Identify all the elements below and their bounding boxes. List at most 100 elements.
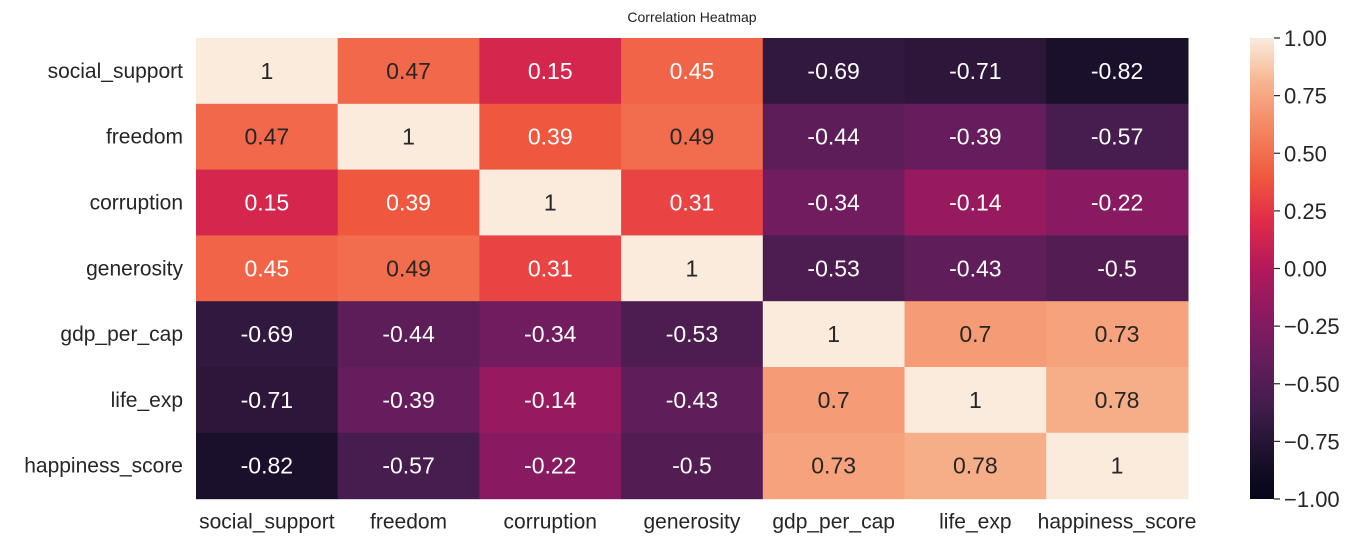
x-tick-label: social_support xyxy=(199,511,335,534)
cell-value-label: 0.7 xyxy=(818,387,850,413)
colorbar-tick-label: 0.50 xyxy=(1284,141,1327,166)
colorbar-tick-label: −1.00 xyxy=(1284,487,1340,512)
cell-value-label: 0.49 xyxy=(386,255,431,281)
cell-value-label: 1 xyxy=(260,58,273,84)
x-tick-label: gdp_per_cap xyxy=(772,511,895,534)
cell-value-label: -0.57 xyxy=(382,453,434,479)
heatmap-cell xyxy=(762,367,906,434)
colorbar-tick-label: −0.25 xyxy=(1284,314,1340,339)
cell-value-label: -0.53 xyxy=(666,321,718,347)
heatmap-cell xyxy=(1046,432,1189,500)
heatmap-cell xyxy=(479,103,622,171)
y-tick-label: life_exp xyxy=(111,389,183,412)
heatmap-cells xyxy=(196,38,1189,500)
cell-value-label: 0.49 xyxy=(670,124,715,150)
heatmap-cell xyxy=(196,103,339,171)
cell-value-label: 1 xyxy=(827,321,840,347)
cell-value-label: 0.15 xyxy=(244,190,289,216)
cell-value-label: -0.34 xyxy=(524,321,577,347)
heatmap-cell xyxy=(196,432,339,500)
heatmap-cell xyxy=(762,235,906,302)
y-tick-label: happiness_score xyxy=(24,455,183,478)
colorbar: 1.00 0.75 0.50 0.25 0.00 −0.25 −0.50 −0.75 −1.00 xyxy=(1250,26,1340,512)
heatmap-cell xyxy=(762,301,906,368)
cell-value-label: 0.73 xyxy=(1095,321,1140,347)
chart-title: Correlation Heatmap xyxy=(627,9,756,25)
heatmap-cell xyxy=(337,103,480,171)
x-tick-label: freedom xyxy=(370,511,447,534)
y-tick-label: social_support xyxy=(48,60,184,83)
cell-value-label: 0.39 xyxy=(386,190,431,216)
heatmap-cell xyxy=(1046,235,1189,302)
colorbar-tick-label: 1.00 xyxy=(1284,26,1327,51)
cell-value-label: 0.45 xyxy=(244,255,289,281)
heatmap-cell xyxy=(337,169,480,236)
y-tick-label: corruption xyxy=(90,192,183,215)
heatmap-cell xyxy=(621,38,764,105)
x-tick-label: generosity xyxy=(644,511,741,534)
heatmap-cell xyxy=(337,301,480,368)
y-tick-label: generosity xyxy=(86,257,183,280)
heatmap-cell xyxy=(479,367,622,434)
heatmap-cell-labels: 1 0.47 0.15 0.45 -0.69 -0.71 -0.82 0.47 1 0.39 0.4… xyxy=(241,58,1144,479)
cell-value-label: 1 xyxy=(402,124,415,150)
colorbar-ticks: 1.00 0.75 0.50 0.25 0.00 −0.25 −0.50 −0.75 −1.00 xyxy=(1274,26,1340,512)
cell-value-label: -0.71 xyxy=(241,387,293,413)
heatmap-cell xyxy=(196,301,339,368)
cell-value-label: 1 xyxy=(686,255,699,281)
cell-value-label: 0.31 xyxy=(528,255,573,281)
heatmap-cell xyxy=(1046,38,1189,105)
cell-value-label: -0.57 xyxy=(1091,124,1143,150)
cell-value-label: -0.44 xyxy=(382,321,435,347)
heatmap-cell xyxy=(337,367,480,434)
cell-value-label: 0.15 xyxy=(528,58,573,84)
cell-value-label: 0.31 xyxy=(670,190,715,216)
heatmap-cell xyxy=(479,235,622,302)
heatmap-cell xyxy=(196,169,339,236)
heatmap-cell xyxy=(904,301,1047,368)
heatmap-cell xyxy=(904,367,1047,434)
x-axis-tick-labels: social_support freedom corruption generosit… xyxy=(199,511,1196,534)
colorbar-tick-label: −0.50 xyxy=(1284,372,1340,397)
cell-value-label: -0.43 xyxy=(666,387,718,413)
cell-value-label: -0.39 xyxy=(949,124,1001,150)
heatmap-cell xyxy=(762,38,906,105)
cell-value-label: 0.39 xyxy=(528,124,573,150)
cell-value-label: -0.44 xyxy=(807,124,860,150)
heatmap-cell xyxy=(196,235,339,302)
colorbar-tick-label: −0.75 xyxy=(1284,429,1340,454)
heatmap-cell xyxy=(479,301,622,368)
cell-value-label: -0.14 xyxy=(949,190,1002,216)
cell-value-label: -0.22 xyxy=(524,453,576,479)
heatmap-cell xyxy=(479,432,622,500)
heatmap-cell xyxy=(762,169,906,236)
heatmap-cell xyxy=(337,432,480,500)
x-tick-label: life_exp xyxy=(939,511,1011,534)
cell-value-label: -0.82 xyxy=(241,453,293,479)
heatmap-cell xyxy=(621,432,764,500)
heatmap-cell xyxy=(904,235,1047,302)
colorbar-tick-label: 0.00 xyxy=(1284,257,1327,282)
cell-value-label: 0.47 xyxy=(386,58,431,84)
cell-value-label: 0.45 xyxy=(670,58,715,84)
cell-value-label: -0.34 xyxy=(807,190,860,216)
heatmap-cell xyxy=(762,103,906,171)
heatmap-cell xyxy=(479,38,622,105)
heatmap-cell xyxy=(621,367,764,434)
heatmap-cell xyxy=(621,301,764,368)
y-tick-label: freedom xyxy=(106,126,183,149)
cell-value-label: -0.53 xyxy=(807,255,859,281)
heatmap-cell xyxy=(337,235,480,302)
cell-value-label: 0.47 xyxy=(244,124,289,150)
cell-value-label: 1 xyxy=(1111,453,1124,479)
colorbar-gradient xyxy=(1250,38,1274,499)
cell-value-label: 0.73 xyxy=(811,453,856,479)
cell-value-label: 1 xyxy=(969,387,982,413)
cell-value-label: -0.14 xyxy=(524,387,577,413)
cell-value-label: -0.82 xyxy=(1091,58,1143,84)
heatmap-cell xyxy=(1046,301,1189,368)
x-tick-label: corruption xyxy=(504,511,597,534)
heatmap-cell xyxy=(1046,367,1189,434)
